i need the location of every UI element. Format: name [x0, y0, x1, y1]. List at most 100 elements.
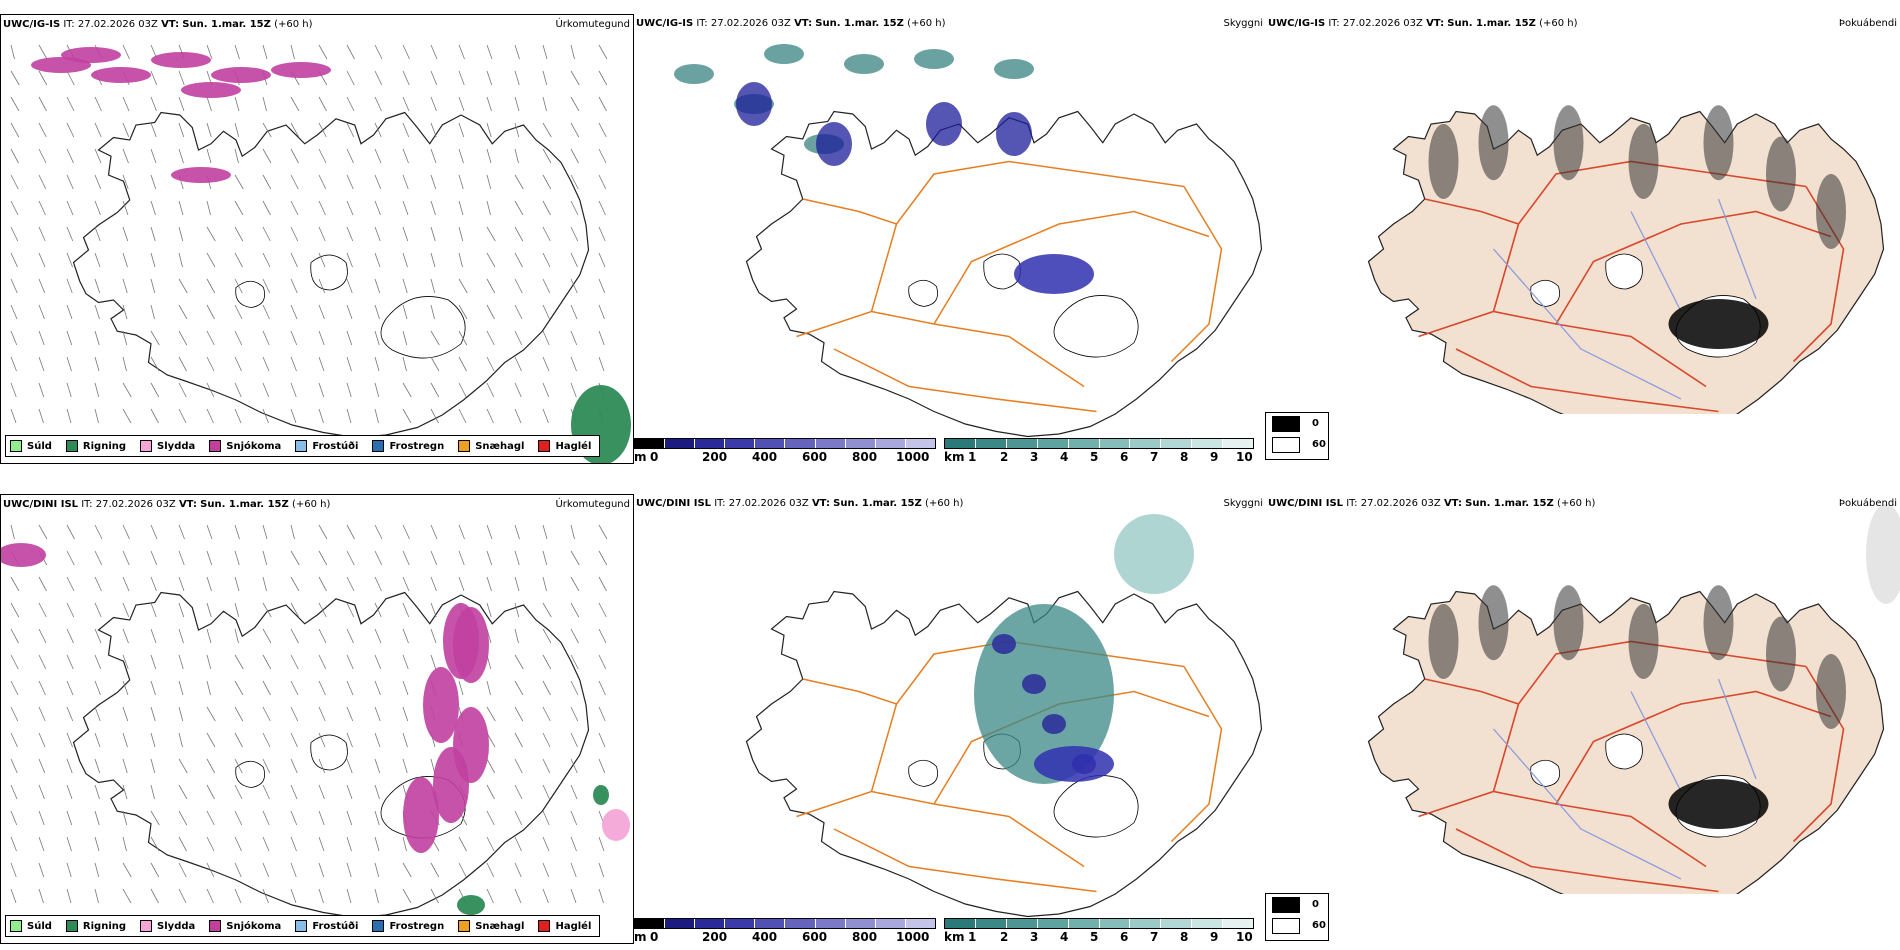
wind-barb: [542, 330, 550, 346]
ceiling-area: [1034, 746, 1114, 782]
scale-tick-label: 9: [1210, 930, 1219, 944]
wind-barb: [542, 862, 550, 878]
wind-barb: [402, 576, 410, 592]
wind-barb: [178, 654, 184, 670]
wind-barb: [262, 96, 267, 112]
fog-shade: [1816, 174, 1846, 249]
wind-barb: [150, 784, 155, 800]
wind-barb: [10, 252, 18, 268]
road-line: [796, 790, 1085, 868]
wind-barb: [430, 628, 437, 644]
wind-barb: [206, 382, 215, 398]
wind-barb: [94, 732, 101, 748]
wind-barb: [262, 888, 269, 904]
wind-barb: [150, 382, 160, 398]
scale-tick-label: 4: [1060, 930, 1069, 944]
wind-barb: [262, 628, 272, 644]
wind-barb: [234, 330, 243, 346]
scale-color-step: [785, 439, 816, 448]
fog-shade: [1668, 299, 1769, 349]
wind-barb: [542, 576, 547, 592]
wind-barb: [10, 148, 19, 164]
legend-item: Haglél: [538, 440, 591, 452]
scale-tick-label: 400: [752, 930, 778, 944]
fog-shade: [1866, 504, 1900, 604]
wind-barb: [66, 810, 73, 826]
wind-barb: [542, 356, 550, 372]
wind-barb: [290, 382, 297, 398]
wind-barb: [542, 524, 548, 540]
snow-area: [181, 82, 241, 98]
wind-barb: [290, 836, 297, 852]
wind-barb: [318, 888, 324, 904]
wind-barb: [206, 836, 215, 852]
wind-barb: [570, 304, 578, 320]
wind-barb: [10, 96, 20, 112]
wind-barb: [402, 680, 409, 696]
road-line: [802, 678, 897, 705]
wind-barb: [262, 836, 270, 852]
wind-barb: [150, 888, 159, 904]
wind-barb: [290, 174, 299, 190]
wind-barb: [122, 524, 130, 540]
wind-barb: [10, 862, 17, 878]
scale-tick-label: 0: [650, 450, 659, 464]
wind-barb: [318, 200, 326, 216]
wind-barb: [206, 148, 212, 164]
wind-barb: [374, 680, 381, 696]
scale-tick-label: 800: [852, 450, 878, 464]
wind-barb: [318, 602, 327, 618]
wind-barb: [94, 200, 101, 216]
wind-barb: [402, 148, 409, 164]
wind-barb: [150, 732, 156, 748]
wind-barb: [346, 356, 352, 372]
wind-barb: [458, 408, 467, 424]
wind-barb: [262, 550, 268, 566]
wind-barb: [346, 148, 354, 164]
wind-barb: [374, 382, 380, 398]
wind-barb: [94, 330, 100, 346]
glacier-outline: [310, 254, 348, 291]
scale-tick-label: 5: [1090, 450, 1099, 464]
wind-barb: [598, 122, 607, 138]
legend-item: Frostúði: [295, 440, 358, 452]
iceland-map: [72, 111, 590, 439]
wind-barb: [402, 524, 410, 540]
wind-barb: [290, 602, 300, 618]
wind-barb: [66, 174, 74, 190]
wind-barb: [178, 784, 188, 800]
wind-barb: [374, 758, 381, 774]
wind-barb: [262, 122, 272, 138]
wind-barb: [514, 628, 519, 644]
visibility-area: [1114, 514, 1194, 594]
wind-barb: [486, 174, 492, 190]
wind-barb: [262, 174, 272, 190]
wind-barb: [402, 200, 409, 216]
wind-barb: [318, 174, 327, 190]
wind-barb: [458, 200, 464, 216]
wind-barb: [66, 226, 74, 242]
wind-barb: [38, 862, 45, 878]
wind-barb: [262, 408, 269, 424]
wind-barb: [402, 278, 408, 294]
wind-barb: [206, 44, 213, 60]
wind-barb: [570, 680, 579, 696]
cloud-map-panel-top: UWC/IG-IS IT: 27.02.2026 03Z VT: Sun. 1.…: [634, 14, 1266, 464]
wind-barb: [374, 602, 382, 618]
wind-barb: [234, 602, 240, 618]
field-name: Skyggni: [1223, 498, 1263, 509]
visibility-area: [764, 44, 804, 64]
snow-area: [453, 607, 489, 683]
wind-barb: [66, 252, 73, 268]
wind-barb: [486, 408, 494, 424]
snow-area: [1, 543, 46, 567]
wind-barb: [318, 408, 324, 424]
wind-barb: [122, 784, 128, 800]
wind-barb: [346, 888, 352, 904]
wind-barb: [318, 706, 326, 722]
wind-barb: [150, 576, 157, 592]
road-line: [933, 210, 1210, 325]
wind-barb: [178, 836, 187, 852]
wind-barb: [542, 706, 551, 722]
glacier-outline: [1053, 295, 1139, 358]
